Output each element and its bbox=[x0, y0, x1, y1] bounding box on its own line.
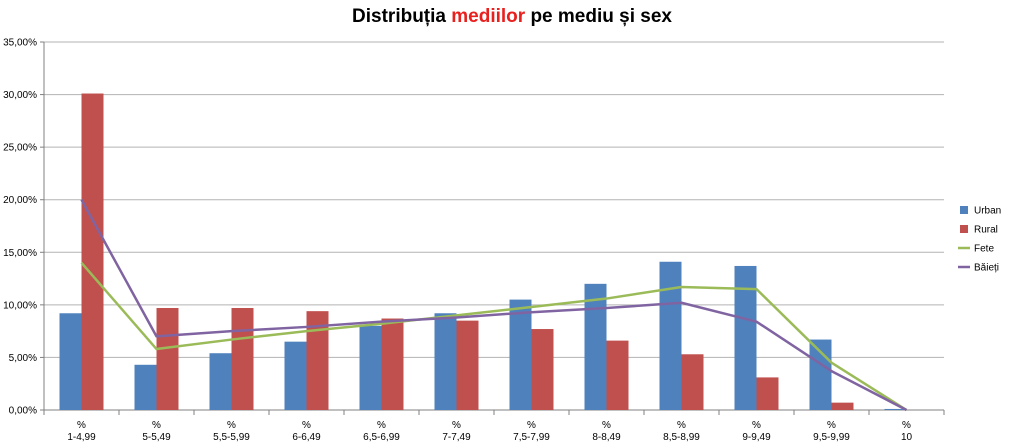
x-tick-label: 1-4,99 bbox=[67, 432, 96, 443]
bar-urban bbox=[659, 261, 682, 410]
bar-rural bbox=[681, 354, 704, 410]
x-tick-label: 9-9,49 bbox=[742, 432, 771, 443]
x-tick-label: 6,5-6,99 bbox=[363, 432, 400, 443]
x-tick-label: % bbox=[752, 420, 761, 431]
bar-urban bbox=[734, 265, 757, 410]
x-tick-label: % bbox=[602, 420, 611, 431]
bar-urban bbox=[209, 353, 232, 410]
x-tick-label: 7,5-7,99 bbox=[513, 432, 550, 443]
legend-label: Băieți bbox=[974, 263, 999, 274]
x-tick-label: % bbox=[227, 420, 236, 431]
x-tick-label: 9,5-9,99 bbox=[813, 432, 850, 443]
x-tick-label: % bbox=[77, 420, 86, 431]
x-tick-label: % bbox=[902, 420, 911, 431]
x-tick-label: 5,5-5,99 bbox=[213, 432, 250, 443]
bar-urban bbox=[434, 313, 457, 410]
y-tick-label: 15,00% bbox=[3, 248, 37, 259]
x-tick-label: % bbox=[302, 420, 311, 431]
bar-rural bbox=[831, 402, 854, 410]
x-tick-label: 8,5-8,99 bbox=[663, 432, 700, 443]
bar-rural bbox=[381, 318, 404, 410]
x-tick-label: % bbox=[677, 420, 686, 431]
bar-rural bbox=[231, 308, 254, 410]
series-line bbox=[80, 261, 908, 412]
bar-rural bbox=[531, 329, 554, 410]
x-tick-label: 10 bbox=[901, 432, 913, 443]
legend-label: Fete bbox=[974, 244, 994, 255]
x-tick-label: 8-8,49 bbox=[592, 432, 621, 443]
bar-rural bbox=[456, 320, 479, 410]
title-highlight: mediilor bbox=[451, 6, 526, 27]
bar-urban bbox=[284, 341, 307, 410]
series-line bbox=[80, 199, 908, 412]
x-tick-label: % bbox=[452, 420, 461, 431]
bar-urban bbox=[359, 325, 382, 410]
legend-swatch bbox=[960, 225, 968, 233]
legend-swatch bbox=[960, 206, 968, 214]
chart-title: Distribuția mediilor pe mediu și sex bbox=[0, 6, 1024, 28]
legend-label: Rural bbox=[974, 225, 998, 236]
bar-urban bbox=[809, 339, 832, 410]
y-tick-label: 25,00% bbox=[3, 143, 37, 154]
x-tick-label: % bbox=[377, 420, 386, 431]
bar-rural bbox=[606, 340, 629, 410]
x-tick-label: 6-6,49 bbox=[292, 432, 321, 443]
bar-urban bbox=[509, 299, 532, 410]
bar-rural bbox=[81, 93, 104, 411]
legend-label: Urban bbox=[974, 206, 1001, 217]
title-part1: Distribuția bbox=[352, 6, 452, 27]
x-tick-label: % bbox=[527, 420, 536, 431]
x-tick-label: % bbox=[827, 420, 836, 431]
bar-urban bbox=[59, 313, 82, 410]
x-tick-label: 5-5,49 bbox=[142, 432, 171, 443]
bar-rural bbox=[756, 377, 779, 410]
y-tick-label: 5,00% bbox=[9, 353, 37, 364]
title-part2: pe mediu și sex bbox=[525, 6, 672, 27]
y-tick-label: 35,00% bbox=[3, 38, 37, 49]
bar-urban bbox=[134, 364, 157, 410]
x-tick-label: % bbox=[152, 420, 161, 431]
y-tick-label: 10,00% bbox=[3, 300, 37, 311]
bar-rural bbox=[306, 311, 329, 410]
bar-urban bbox=[584, 283, 607, 410]
y-tick-label: 0,00% bbox=[9, 406, 37, 417]
bar-urban bbox=[884, 408, 907, 410]
y-tick-label: 20,00% bbox=[3, 195, 37, 206]
bar-rural bbox=[156, 308, 179, 410]
x-tick-label: 7-7,49 bbox=[442, 432, 471, 443]
y-tick-label: 30,00% bbox=[3, 90, 37, 101]
